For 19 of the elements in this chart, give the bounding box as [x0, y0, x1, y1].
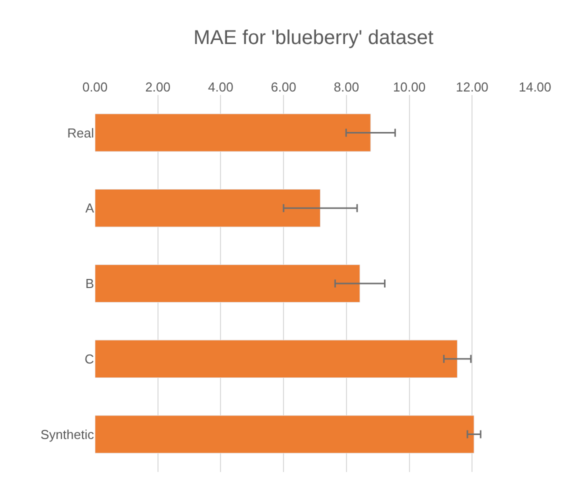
x-tick-label: 0.00 [82, 79, 108, 94]
bar [95, 340, 458, 378]
y-tick-label: A [85, 200, 94, 216]
x-tick-label: 8.00 [334, 79, 360, 94]
x-tick-label: 14.00 [518, 79, 552, 94]
bar [95, 114, 371, 152]
x-tick-label: 6.00 [270, 79, 296, 94]
y-tick-label: B [85, 276, 94, 292]
bar [95, 264, 360, 303]
y-tick-label: Real [67, 125, 94, 140]
x-tick-label: 4.00 [208, 79, 234, 94]
y-tick-label: C [84, 351, 94, 366]
bar [95, 415, 474, 454]
bar [95, 189, 321, 228]
chart-title: MAE for 'blueberry' dataset [194, 26, 434, 49]
x-tick-label: 12.00 [456, 79, 488, 94]
x-tick-label: 10.00 [393, 79, 426, 94]
x-tick-label: 2.00 [145, 79, 171, 94]
y-tick-label: Synthetic [40, 426, 94, 442]
